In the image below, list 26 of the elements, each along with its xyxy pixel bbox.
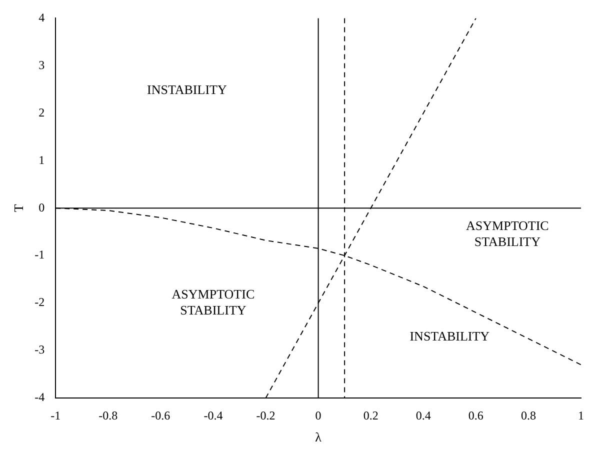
x-tick-label: 0 [315, 408, 322, 422]
annotation: INSTABILITY [410, 328, 490, 344]
y-tick-label: -4 [34, 390, 45, 404]
y-tick-label: -3 [34, 342, 45, 357]
y-tick-label: 3 [38, 58, 45, 72]
annotation: ASYMPTOTIC STABILITY [172, 286, 255, 318]
y-tick-label: 4 [38, 10, 45, 24]
x-tick-label: 0.2 [363, 408, 378, 422]
y-axis-title: T [11, 204, 26, 212]
annotation: INSTABILITY [147, 82, 228, 97]
x-tick-label: -0.6 [151, 408, 170, 422]
x-tick-label: -1 [50, 408, 61, 422]
x-tick-label: -0.4 [204, 408, 223, 422]
x-tick-label: 0.8 [520, 408, 536, 422]
y-tick-label: 2 [38, 105, 45, 120]
y-tick-label: 0 [38, 200, 45, 214]
y-tick-label: 1 [38, 152, 45, 167]
x-tick-label: -0.2 [256, 408, 276, 422]
x-axis-title: λ [315, 430, 322, 445]
y-tick-label: -2 [34, 295, 45, 310]
y-tick-label: -1 [34, 248, 45, 262]
x-tick-label: 1 [578, 408, 584, 422]
x-tick-label: 0.4 [416, 408, 431, 422]
annotation: ASYMPTOTIC STABILITY [466, 218, 549, 250]
x-tick-label: 0.6 [468, 408, 484, 422]
x-tick-label: -0.8 [98, 408, 118, 422]
